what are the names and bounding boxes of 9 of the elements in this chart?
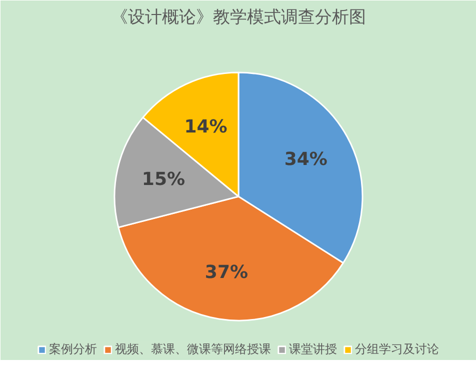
legend-label: 案例分析: [49, 341, 97, 358]
data-label: 34%: [284, 148, 328, 170]
legend-label: 课堂讲授: [289, 341, 337, 358]
data-label: 14%: [184, 116, 228, 138]
legend-label: 视频、慕课、微课等网络授课: [115, 341, 271, 358]
data-label: 15%: [142, 169, 186, 190]
data-label: 37%: [204, 262, 248, 283]
legend-label: 分组学习及讨论: [355, 341, 439, 358]
chart-title: 《设计概论》教学模式调查分析图: [111, 8, 366, 28]
